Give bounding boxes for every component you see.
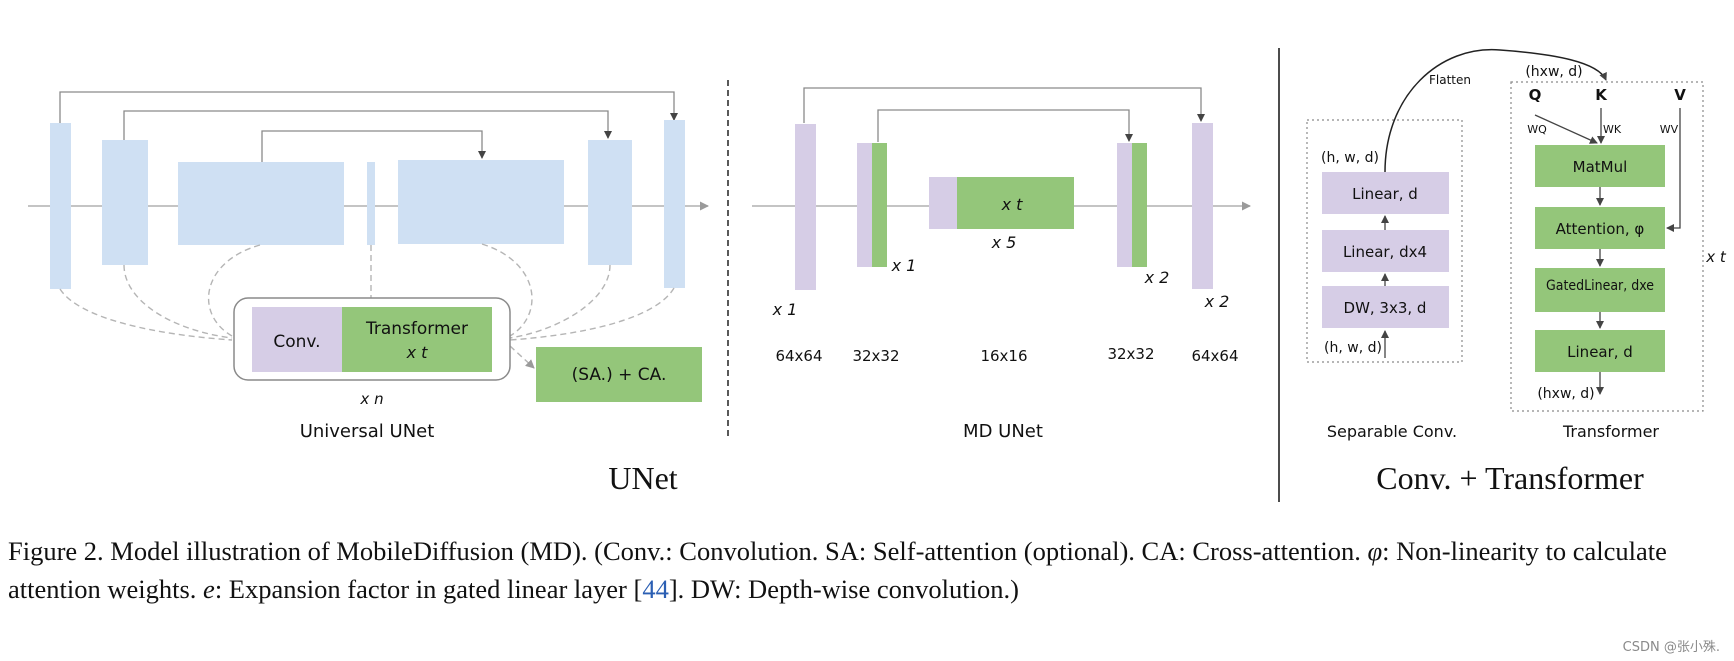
transformer-title: Transformer [1562, 422, 1659, 441]
separable-conv-panel: (h, w, d) Linear, d Linear, dx4 DW, 3x3,… [1306, 48, 1607, 441]
encoder-block-1 [50, 123, 71, 289]
caption-phi: φ [1367, 536, 1383, 566]
decoder-block-1 [664, 120, 685, 288]
conv-block [252, 307, 342, 372]
flatten-arrow [1384, 48, 1607, 173]
sep-layer-1-label: Linear, d [1352, 185, 1418, 203]
trans-repeat-label: x t [1705, 248, 1727, 266]
figure-caption: Figure 2. Model illustration of MobileDi… [8, 532, 1723, 608]
skip-connection-middle [123, 110, 612, 140]
md-stage-32-encoder-conv [857, 143, 872, 267]
sep-layer-linear-d [1322, 172, 1449, 214]
transformer-block [342, 307, 492, 372]
md-stage-count-1: x 1 [772, 300, 798, 319]
md-stage-count-3: x 2 [1144, 268, 1170, 287]
matmul-label: MatMul [1573, 158, 1628, 176]
md-stage-count-4: x 2 [1204, 292, 1230, 311]
md-unet-panel: x t x 5 x 1 x 1 x 2 x 2 64x64 32x32 16x1… [752, 87, 1251, 442]
md-stage-16-conv [929, 177, 957, 229]
caption-e: e [203, 574, 215, 604]
gatedlinear-label: GatedLinear, dxe [1546, 278, 1654, 294]
conv-label: Conv. [273, 332, 320, 352]
attention-block [536, 347, 702, 402]
md-resolution-64-enc: 64x64 [775, 347, 822, 365]
decoder-block-2 [588, 140, 632, 265]
encoder-block-2 [102, 140, 148, 265]
attention-phi-block [1535, 207, 1665, 249]
attention-label: (SA.) + CA. [572, 365, 667, 385]
md-stage-count-2: x 1 [891, 256, 917, 275]
bottleneck-block [367, 162, 375, 245]
linear-d-block [1535, 330, 1665, 372]
md-stage-32-decoder-trans [1132, 143, 1147, 267]
skip-connection-inner [261, 130, 486, 162]
caption-part-4: ]. DW: Depth-wise convolution.) [668, 574, 1019, 604]
separable-conv-title: Separable Conv. [1327, 422, 1457, 441]
v-label: V [1674, 86, 1686, 104]
caption-part-3: : Expansion factor in gated linear layer… [214, 574, 643, 604]
conv-transformer-section-title: Conv. + Transformer [1376, 460, 1644, 496]
wk-label: WK [1603, 123, 1622, 136]
encoder-block-3 [178, 162, 344, 245]
caption-part-1: Figure 2. Model illustration of MobileDi… [8, 536, 1368, 566]
sep-bottom-shape: (h, w, d) [1324, 340, 1382, 356]
md-mid-repeat: x t [1001, 195, 1024, 214]
skip-connection-outer [59, 91, 678, 123]
flatten-label: Flatten [1429, 73, 1471, 87]
md-stage-32-encoder-trans [872, 143, 887, 267]
md-stage-32-decoder-conv [1117, 143, 1132, 267]
linear-d-label: Linear, d [1567, 343, 1633, 361]
universal-unet-panel: Conv. Transformer x t (SA.) + CA. x n Un… [28, 91, 709, 442]
sep-layer-linear-dx4 [1322, 230, 1449, 272]
dashed-connectors [59, 243, 675, 369]
wv-label: WV [1660, 123, 1679, 136]
md-resolution-32-enc: 32x32 [852, 347, 899, 365]
gatedlinear-block [1535, 268, 1665, 312]
universal-unet-title: Universal UNet [300, 421, 435, 442]
md-unet-title: MD UNet [963, 421, 1043, 442]
q-label: Q [1529, 86, 1542, 104]
transformer-frame [1510, 81, 1704, 412]
transformer-label: Transformer [365, 319, 468, 339]
sep-layer-dw [1322, 286, 1449, 328]
md-stage-64-decoder [1192, 123, 1213, 289]
k-label: K [1595, 86, 1608, 104]
wq-label: WQ [1527, 123, 1547, 136]
block-repeat-label: x n [359, 390, 383, 408]
md-resolution-64-dec: 64x64 [1191, 347, 1238, 365]
md-skip-inner [877, 109, 1133, 142]
decoder-block-3 [398, 160, 564, 244]
watermark: CSDN @张小殊. [1622, 640, 1720, 655]
transformer-repeat-label: x t [406, 343, 429, 362]
transformer-panel: (hxw, d) Q K V WQ WK WV MatMul Attention… [1510, 64, 1727, 441]
q-arrow [1534, 114, 1598, 144]
md-stage-64-encoder [795, 124, 816, 290]
trans-output-shape: (hxw, d) [1537, 386, 1594, 402]
md-resolution-16: 16x16 [980, 347, 1027, 365]
unet-section-title: UNet [608, 460, 677, 496]
separable-conv-frame [1306, 119, 1463, 363]
caption-reference-link[interactable]: 44 [642, 574, 669, 604]
sep-top-shape: (h, w, d) [1321, 150, 1379, 166]
sep-layer-3-label: DW, 3x3, d [1344, 299, 1427, 317]
matmul-block [1535, 145, 1665, 187]
md-stage-16-trans [957, 177, 1074, 229]
md-skip-outer [803, 87, 1205, 123]
attention-phi-label: Attention, φ [1556, 220, 1645, 238]
conv-transformer-group [233, 297, 511, 381]
trans-input-shape: (hxw, d) [1525, 64, 1582, 80]
caption-part-2: : Non-linearity to calculate attention w… [8, 536, 1667, 604]
md-resolution-32-dec: 32x32 [1107, 345, 1154, 363]
sep-layer-2-label: Linear, dx4 [1343, 243, 1427, 261]
v-arrow [1666, 108, 1681, 232]
md-mid-count: x 5 [991, 233, 1017, 252]
